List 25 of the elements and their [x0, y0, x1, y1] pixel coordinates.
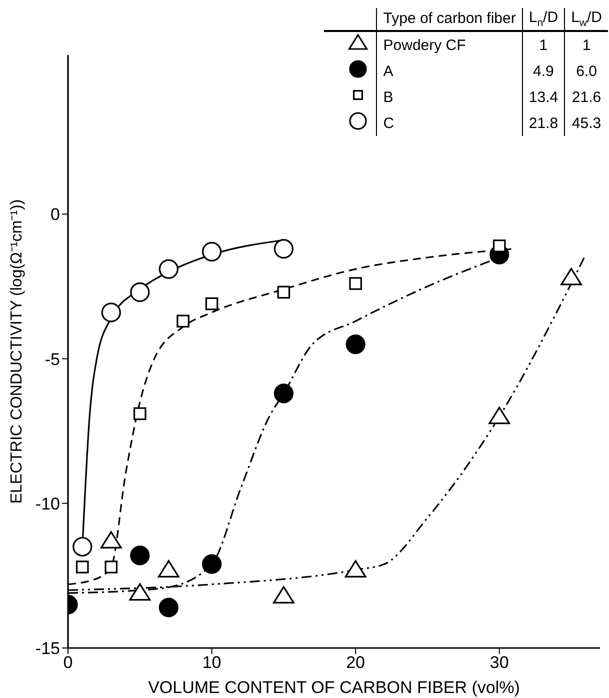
- annotation: 13.4: [522, 84, 565, 110]
- x-tick-label: 10: [202, 653, 222, 672]
- annotation: 45.3: [564, 110, 608, 136]
- y-tick-label: -10: [35, 494, 60, 514]
- x-axis-title: VOLUME CONTENT OF CARBON FIBER (vol%): [148, 678, 520, 697]
- legend-label: A: [376, 58, 522, 84]
- y-axis-title: ELECTRIC CONDUCTIVITY (log(Ω⁻¹cm⁻¹)): [8, 199, 26, 504]
- legend-title: Type of carbon fiber: [376, 8, 522, 31]
- y-tick-label: -5: [44, 350, 60, 369]
- annotation: 6.0: [564, 58, 608, 84]
- x-tick-label: 20: [346, 653, 366, 672]
- legend-label: Powdery CF: [376, 31, 522, 58]
- text: L$_{w}$/D: [571, 9, 602, 29]
- y-tick-label: 0: [50, 205, 60, 224]
- text: 1: [522, 31, 565, 58]
- legend-label: B: [376, 84, 522, 110]
- x-tick-label: 0: [63, 653, 73, 672]
- text: 1: [564, 31, 608, 58]
- legend-label: C: [376, 110, 522, 136]
- text: L$_{n}$/D: [528, 9, 558, 29]
- x-tick-label: 30: [490, 653, 509, 672]
- annotation: 21.6: [564, 84, 608, 110]
- annotation: 21.8: [522, 110, 565, 136]
- annotation: 4.9: [522, 58, 565, 84]
- y-tick-label: -15: [35, 639, 60, 658]
